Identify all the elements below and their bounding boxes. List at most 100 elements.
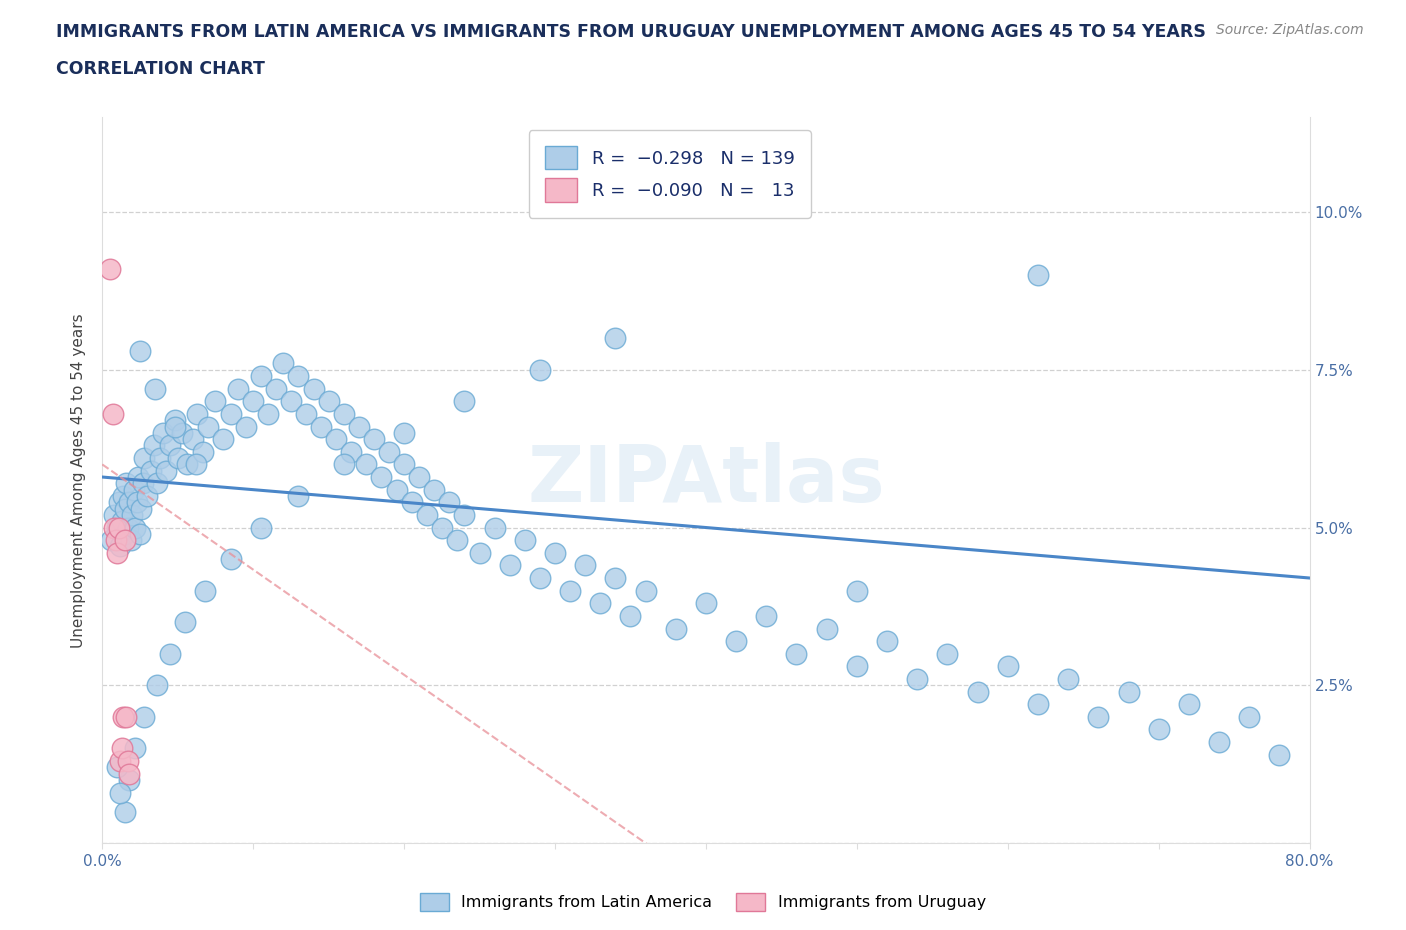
Point — [197, 419, 219, 434]
Point — [134, 710, 156, 724]
Point — [112, 710, 135, 724]
Text: CORRELATION CHART: CORRELATION CHART — [56, 60, 266, 78]
Point — [176, 457, 198, 472]
Point — [845, 583, 868, 598]
Point — [103, 520, 125, 535]
Point — [142, 438, 165, 453]
Point — [423, 483, 446, 498]
Point — [121, 508, 143, 523]
Point — [401, 495, 423, 510]
Point — [110, 753, 132, 768]
Point — [1026, 697, 1049, 711]
Point — [936, 646, 959, 661]
Point — [544, 545, 567, 560]
Point — [249, 368, 271, 383]
Point — [287, 368, 309, 383]
Point — [105, 520, 128, 535]
Point — [118, 766, 141, 781]
Point — [118, 495, 141, 510]
Point — [174, 615, 197, 630]
Point — [415, 508, 437, 523]
Point — [356, 457, 378, 472]
Point — [118, 773, 141, 788]
Point — [115, 710, 138, 724]
Point — [134, 451, 156, 466]
Point — [997, 659, 1019, 674]
Legend: R =  −0.298   N = 139, R =  −0.090   N =   13: R = −0.298 N = 139, R = −0.090 N = 13 — [529, 130, 811, 218]
Point — [605, 571, 627, 586]
Point — [114, 526, 136, 541]
Point — [695, 596, 717, 611]
Point — [558, 583, 581, 598]
Legend: Immigrants from Latin America, Immigrants from Uruguay: Immigrants from Latin America, Immigrant… — [413, 886, 993, 917]
Point — [181, 432, 204, 446]
Point — [439, 495, 461, 510]
Point — [634, 583, 657, 598]
Point — [159, 646, 181, 661]
Point — [122, 483, 145, 498]
Point — [98, 261, 121, 276]
Point — [302, 381, 325, 396]
Point — [127, 470, 149, 485]
Point — [340, 445, 363, 459]
Point — [163, 413, 186, 428]
Point — [468, 545, 491, 560]
Point — [235, 419, 257, 434]
Y-axis label: Unemployment Among Ages 45 to 54 years: Unemployment Among Ages 45 to 54 years — [72, 312, 86, 647]
Point — [665, 621, 688, 636]
Point — [117, 753, 139, 768]
Point — [1118, 684, 1140, 699]
Point — [370, 470, 392, 485]
Point — [785, 646, 807, 661]
Point — [363, 432, 385, 446]
Point — [589, 596, 612, 611]
Point — [219, 551, 242, 566]
Point — [287, 488, 309, 503]
Point — [1087, 710, 1109, 724]
Point — [484, 520, 506, 535]
Point — [108, 520, 131, 535]
Point — [163, 419, 186, 434]
Point — [114, 804, 136, 819]
Point — [309, 419, 332, 434]
Point — [219, 406, 242, 421]
Point — [129, 526, 152, 541]
Point — [446, 533, 468, 548]
Point — [605, 331, 627, 346]
Point — [845, 659, 868, 674]
Point — [145, 678, 167, 693]
Point — [110, 785, 132, 800]
Point — [347, 419, 370, 434]
Point — [385, 483, 408, 498]
Point — [1268, 748, 1291, 763]
Point — [124, 741, 146, 756]
Point — [194, 583, 217, 598]
Point — [325, 432, 347, 446]
Point — [139, 463, 162, 478]
Point — [115, 476, 138, 491]
Point — [280, 394, 302, 409]
Text: IMMIGRANTS FROM LATIN AMERICA VS IMMIGRANTS FROM URUGUAY UNEMPLOYMENT AMONG AGES: IMMIGRANTS FROM LATIN AMERICA VS IMMIGRA… — [56, 23, 1206, 41]
Point — [264, 381, 287, 396]
Point — [143, 381, 166, 396]
Point — [108, 495, 131, 510]
Point — [453, 394, 475, 409]
Point — [257, 406, 280, 421]
Point — [166, 451, 188, 466]
Point — [101, 406, 124, 421]
Point — [513, 533, 536, 548]
Point — [152, 425, 174, 440]
Text: Source: ZipAtlas.com: Source: ZipAtlas.com — [1216, 23, 1364, 37]
Point — [1178, 697, 1201, 711]
Point — [112, 488, 135, 503]
Point — [408, 470, 430, 485]
Point — [117, 520, 139, 535]
Point — [155, 463, 177, 478]
Point — [125, 495, 148, 510]
Point — [905, 671, 928, 686]
Point — [273, 356, 295, 371]
Point — [103, 508, 125, 523]
Point — [430, 520, 453, 535]
Point — [529, 571, 551, 586]
Point — [212, 432, 235, 446]
